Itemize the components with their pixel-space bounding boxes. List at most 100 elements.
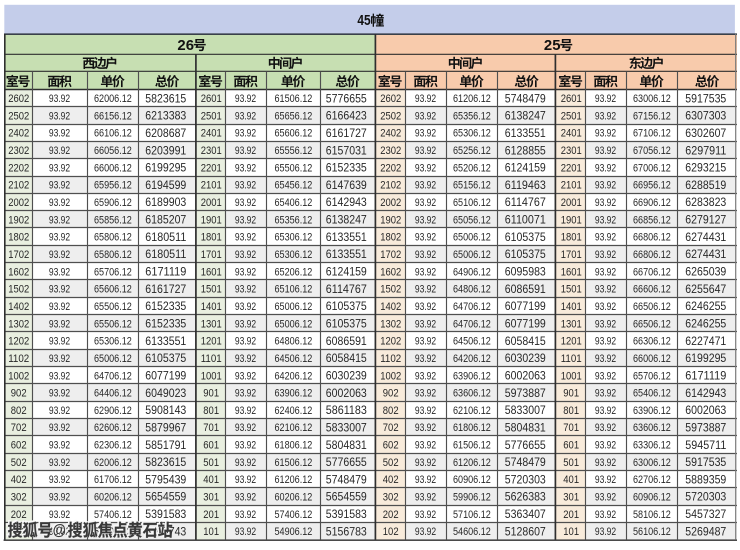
svg-text:93.92: 93.92: [49, 284, 70, 296]
svg-text:5363407: 5363407: [505, 508, 546, 521]
svg-text:902: 902: [11, 388, 27, 400]
svg-text:6030239: 6030239: [326, 370, 367, 383]
svg-text:6105375: 6105375: [326, 300, 367, 313]
svg-text:93.92: 93.92: [49, 405, 70, 417]
svg-text:2501: 2501: [201, 110, 222, 122]
svg-text:1102: 1102: [380, 353, 401, 365]
svg-text:1601: 1601: [561, 266, 582, 278]
svg-text:63906.12: 63906.12: [453, 370, 491, 382]
svg-text:1701: 1701: [561, 249, 582, 261]
svg-text:802: 802: [383, 405, 399, 417]
svg-text:66006.12: 66006.12: [633, 353, 671, 365]
svg-text:62006.12: 62006.12: [94, 93, 132, 105]
svg-text:65006.12: 65006.12: [275, 318, 313, 330]
svg-text:63906.12: 63906.12: [275, 388, 313, 400]
svg-text:6133551: 6133551: [326, 231, 367, 244]
svg-text:302: 302: [11, 492, 27, 504]
svg-text:66806.12: 66806.12: [633, 232, 671, 244]
svg-text:93.92: 93.92: [235, 214, 256, 226]
svg-text:2102: 2102: [8, 180, 29, 192]
svg-text:5748479: 5748479: [505, 456, 546, 469]
svg-text:5908143: 5908143: [145, 404, 186, 417]
svg-text:5823615: 5823615: [145, 92, 186, 105]
svg-text:6199295: 6199295: [685, 352, 726, 365]
svg-text:6049023: 6049023: [145, 387, 186, 400]
svg-text:6105375: 6105375: [505, 231, 546, 244]
svg-text:93.92: 93.92: [415, 440, 436, 452]
svg-text:62306.12: 62306.12: [94, 440, 132, 452]
svg-text:93.92: 93.92: [49, 474, 70, 486]
svg-text:61506.12: 61506.12: [453, 440, 491, 452]
svg-text:93.92: 93.92: [235, 180, 256, 192]
svg-text:65306.12: 65306.12: [275, 232, 313, 244]
svg-text:6161727: 6161727: [145, 283, 186, 296]
svg-text:6246255: 6246255: [685, 318, 726, 331]
svg-text:6142943: 6142943: [685, 387, 726, 400]
svg-text:1402: 1402: [8, 301, 29, 313]
svg-text:6119463: 6119463: [505, 179, 546, 192]
svg-text:5776655: 5776655: [505, 439, 546, 452]
svg-text:65006.12: 65006.12: [453, 249, 491, 261]
svg-text:65606.12: 65606.12: [275, 128, 313, 140]
svg-text:6208687: 6208687: [145, 127, 186, 140]
svg-text:66706.12: 66706.12: [633, 266, 671, 278]
svg-text:6058415: 6058415: [505, 335, 546, 348]
svg-text:5879967: 5879967: [145, 421, 186, 434]
svg-text:2002: 2002: [8, 197, 29, 209]
svg-text:501: 501: [203, 457, 219, 469]
svg-text:6124159: 6124159: [326, 266, 367, 279]
svg-text:2301: 2301: [201, 145, 222, 157]
svg-text:5889359: 5889359: [685, 473, 726, 486]
svg-text:6133551: 6133551: [145, 335, 186, 348]
svg-text:901: 901: [563, 388, 579, 400]
svg-text:1001: 1001: [201, 370, 222, 382]
svg-text:93.92: 93.92: [235, 110, 256, 122]
svg-text:62606.12: 62606.12: [94, 422, 132, 434]
svg-text:801: 801: [203, 405, 219, 417]
svg-text:93.92: 93.92: [49, 318, 70, 330]
svg-text:2001: 2001: [201, 197, 222, 209]
svg-text:5973887: 5973887: [505, 387, 546, 400]
svg-text:93.92: 93.92: [415, 301, 436, 313]
svg-text:6180511: 6180511: [145, 248, 186, 261]
svg-text:6110071: 6110071: [505, 214, 546, 227]
svg-text:65956.12: 65956.12: [94, 180, 132, 192]
svg-text:65506.12: 65506.12: [94, 318, 132, 330]
svg-text:65706.12: 65706.12: [633, 370, 671, 382]
svg-text:93.92: 93.92: [595, 526, 616, 538]
svg-text:56106.12: 56106.12: [633, 526, 671, 538]
svg-text:93.92: 93.92: [49, 440, 70, 452]
svg-text:65506.12: 65506.12: [94, 301, 132, 313]
svg-text:6180511: 6180511: [145, 231, 186, 244]
svg-text:93.92: 93.92: [415, 336, 436, 348]
svg-text:6194599: 6194599: [145, 179, 186, 192]
svg-text:67106.12: 67106.12: [633, 128, 671, 140]
svg-text:93.92: 93.92: [415, 457, 436, 469]
svg-text:93.92: 93.92: [595, 318, 616, 330]
svg-text:63606.12: 63606.12: [633, 422, 671, 434]
svg-text:1701: 1701: [201, 249, 222, 261]
svg-text:62006.12: 62006.12: [94, 457, 132, 469]
svg-text:1402: 1402: [380, 301, 401, 313]
svg-text:93.92: 93.92: [235, 405, 256, 417]
svg-text:5804831: 5804831: [326, 439, 367, 452]
svg-text:65906.12: 65906.12: [94, 197, 132, 209]
svg-text:93.92: 93.92: [415, 284, 436, 296]
svg-text:5833007: 5833007: [326, 421, 367, 434]
svg-text:57106.12: 57106.12: [453, 509, 491, 521]
svg-text:6133551: 6133551: [326, 248, 367, 261]
svg-text:6147639: 6147639: [326, 179, 367, 192]
svg-text:5720303: 5720303: [505, 473, 546, 486]
svg-text:66606.12: 66606.12: [633, 284, 671, 296]
svg-text:2402: 2402: [8, 128, 29, 140]
svg-text:1902: 1902: [380, 214, 401, 226]
svg-text:502: 502: [383, 457, 399, 469]
svg-text:6171119: 6171119: [685, 370, 726, 383]
svg-text:2401: 2401: [561, 128, 582, 140]
svg-text:93.92: 93.92: [49, 370, 70, 382]
svg-text:5391583: 5391583: [145, 508, 186, 521]
svg-text:93.92: 93.92: [235, 370, 256, 382]
svg-text:60906.12: 60906.12: [453, 474, 491, 486]
svg-text:2102: 2102: [380, 180, 401, 192]
svg-text:5720303: 5720303: [685, 491, 726, 504]
